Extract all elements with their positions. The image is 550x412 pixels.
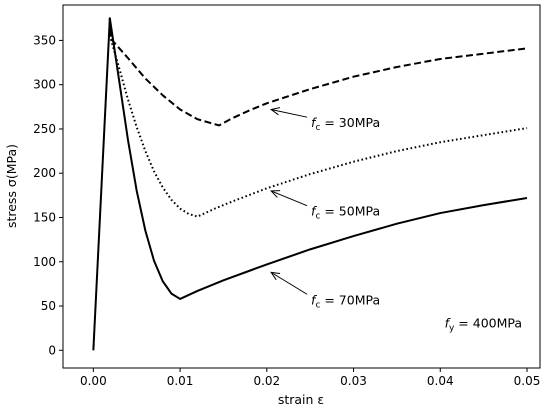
x-tick-label: 0.01 [167, 374, 194, 388]
y-tick-label: 50 [41, 299, 56, 313]
x-axis-label: strain ε [278, 392, 324, 407]
series-line-dashed [108, 18, 528, 127]
series-line-dotted [108, 18, 528, 218]
annotation-arrow-shaft [270, 271, 308, 295]
y-tick-label: 150 [33, 210, 56, 224]
y-tick-label: 250 [33, 122, 56, 136]
annotation-label: fy = 400MPa [445, 315, 522, 333]
plot-frame [62, 4, 541, 369]
series-line-solid [92, 17, 528, 351]
y-tick-label: 350 [33, 33, 56, 47]
y-axis-ticks: 0 50 100 150 200 250 300 350 [33, 33, 63, 357]
y-tick-label: 0 [48, 343, 56, 357]
y-tick-label: 300 [33, 78, 56, 92]
x-tick-label: 0.04 [427, 374, 454, 388]
annotation-label: fc = 70MPa [311, 292, 380, 310]
y-tick-label: 100 [33, 255, 56, 269]
x-tick-label: 0.00 [80, 374, 107, 388]
y-tick-label: 200 [33, 166, 56, 180]
annotation-arrow-shaft [271, 108, 308, 118]
x-tick-label: 0.03 [340, 374, 367, 388]
y-axis-label: stress σ(MPa) [4, 144, 19, 228]
annotation-layer: fc = 30MPa fc = 50MPa fc = 70MPa fy = 400MP… [269, 107, 522, 333]
annotation-arrow-head [269, 107, 281, 116]
annotation-arrow-head [270, 271, 281, 281]
annotation-arrow-head [270, 190, 281, 198]
annotation-label: fc = 30MPa [311, 115, 380, 133]
series-layer [92, 17, 528, 351]
x-tick-label: 0.02 [253, 374, 280, 388]
annotation-label: fc = 50MPa [311, 204, 380, 222]
annotation-arrow-shaft [270, 190, 308, 207]
x-tick-label: 0.05 [514, 374, 541, 388]
x-axis-ticks: 0.00 0.01 0.02 0.03 0.04 0.05 [80, 368, 540, 388]
